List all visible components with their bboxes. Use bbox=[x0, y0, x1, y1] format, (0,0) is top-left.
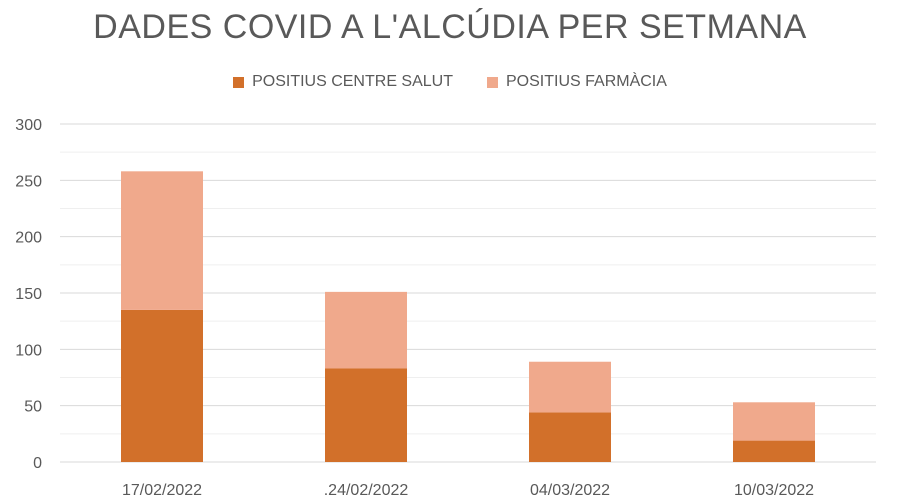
legend-label-farmacia: POSITIUS FARMÀCIA bbox=[506, 73, 667, 90]
y-tick-label: 0 bbox=[33, 455, 42, 472]
y-tick-label: 250 bbox=[15, 173, 42, 190]
y-tick-label: 100 bbox=[15, 342, 42, 359]
y-tick-label: 300 bbox=[15, 117, 42, 134]
x-tick-label: .24/02/2022 bbox=[324, 482, 409, 499]
legend: POSITIUS CENTRE SALUT POSITIUS FARMÀCIA bbox=[0, 73, 900, 91]
bar-centre-salut-4 bbox=[733, 440, 815, 462]
y-tick-label: 150 bbox=[15, 286, 42, 303]
x-axis-ticks: 17/02/2022 .24/02/2022 04/03/2022 10/03/202… bbox=[122, 482, 814, 499]
legend-label-centre-salut: POSITIUS CENTRE SALUT bbox=[252, 73, 453, 90]
x-tick-label: 17/02/2022 bbox=[122, 482, 202, 499]
y-tick-label: 200 bbox=[15, 230, 42, 247]
x-tick-label: 10/03/2022 bbox=[734, 482, 814, 499]
bar-centre-salut-2 bbox=[325, 368, 407, 462]
bar-farmacia-4 bbox=[733, 402, 815, 441]
bar-farmacia-3 bbox=[529, 361, 611, 413]
legend-swatch-centre-salut bbox=[233, 76, 245, 88]
legend-item-farmacia: POSITIUS FARMÀCIA bbox=[487, 73, 667, 91]
bars bbox=[121, 171, 815, 462]
legend-swatch-farmacia bbox=[487, 76, 498, 88]
y-tick-label: 50 bbox=[24, 399, 42, 416]
bar-centre-salut-3 bbox=[529, 412, 611, 462]
y-axis-ticks: 0 50 100 150 200 250 300 bbox=[15, 117, 42, 472]
legend-item-centre-salut: POSITIUS CENTRE SALUT bbox=[233, 73, 453, 91]
x-tick-label: 04/03/2022 bbox=[530, 482, 610, 499]
chart-title: DADES COVID A L'ALCÚDIA PER SETMANA bbox=[93, 8, 807, 46]
bar-farmacia-2 bbox=[325, 291, 407, 369]
bar-farmacia-1 bbox=[121, 171, 203, 310]
bar-centre-salut-1 bbox=[121, 309, 203, 462]
